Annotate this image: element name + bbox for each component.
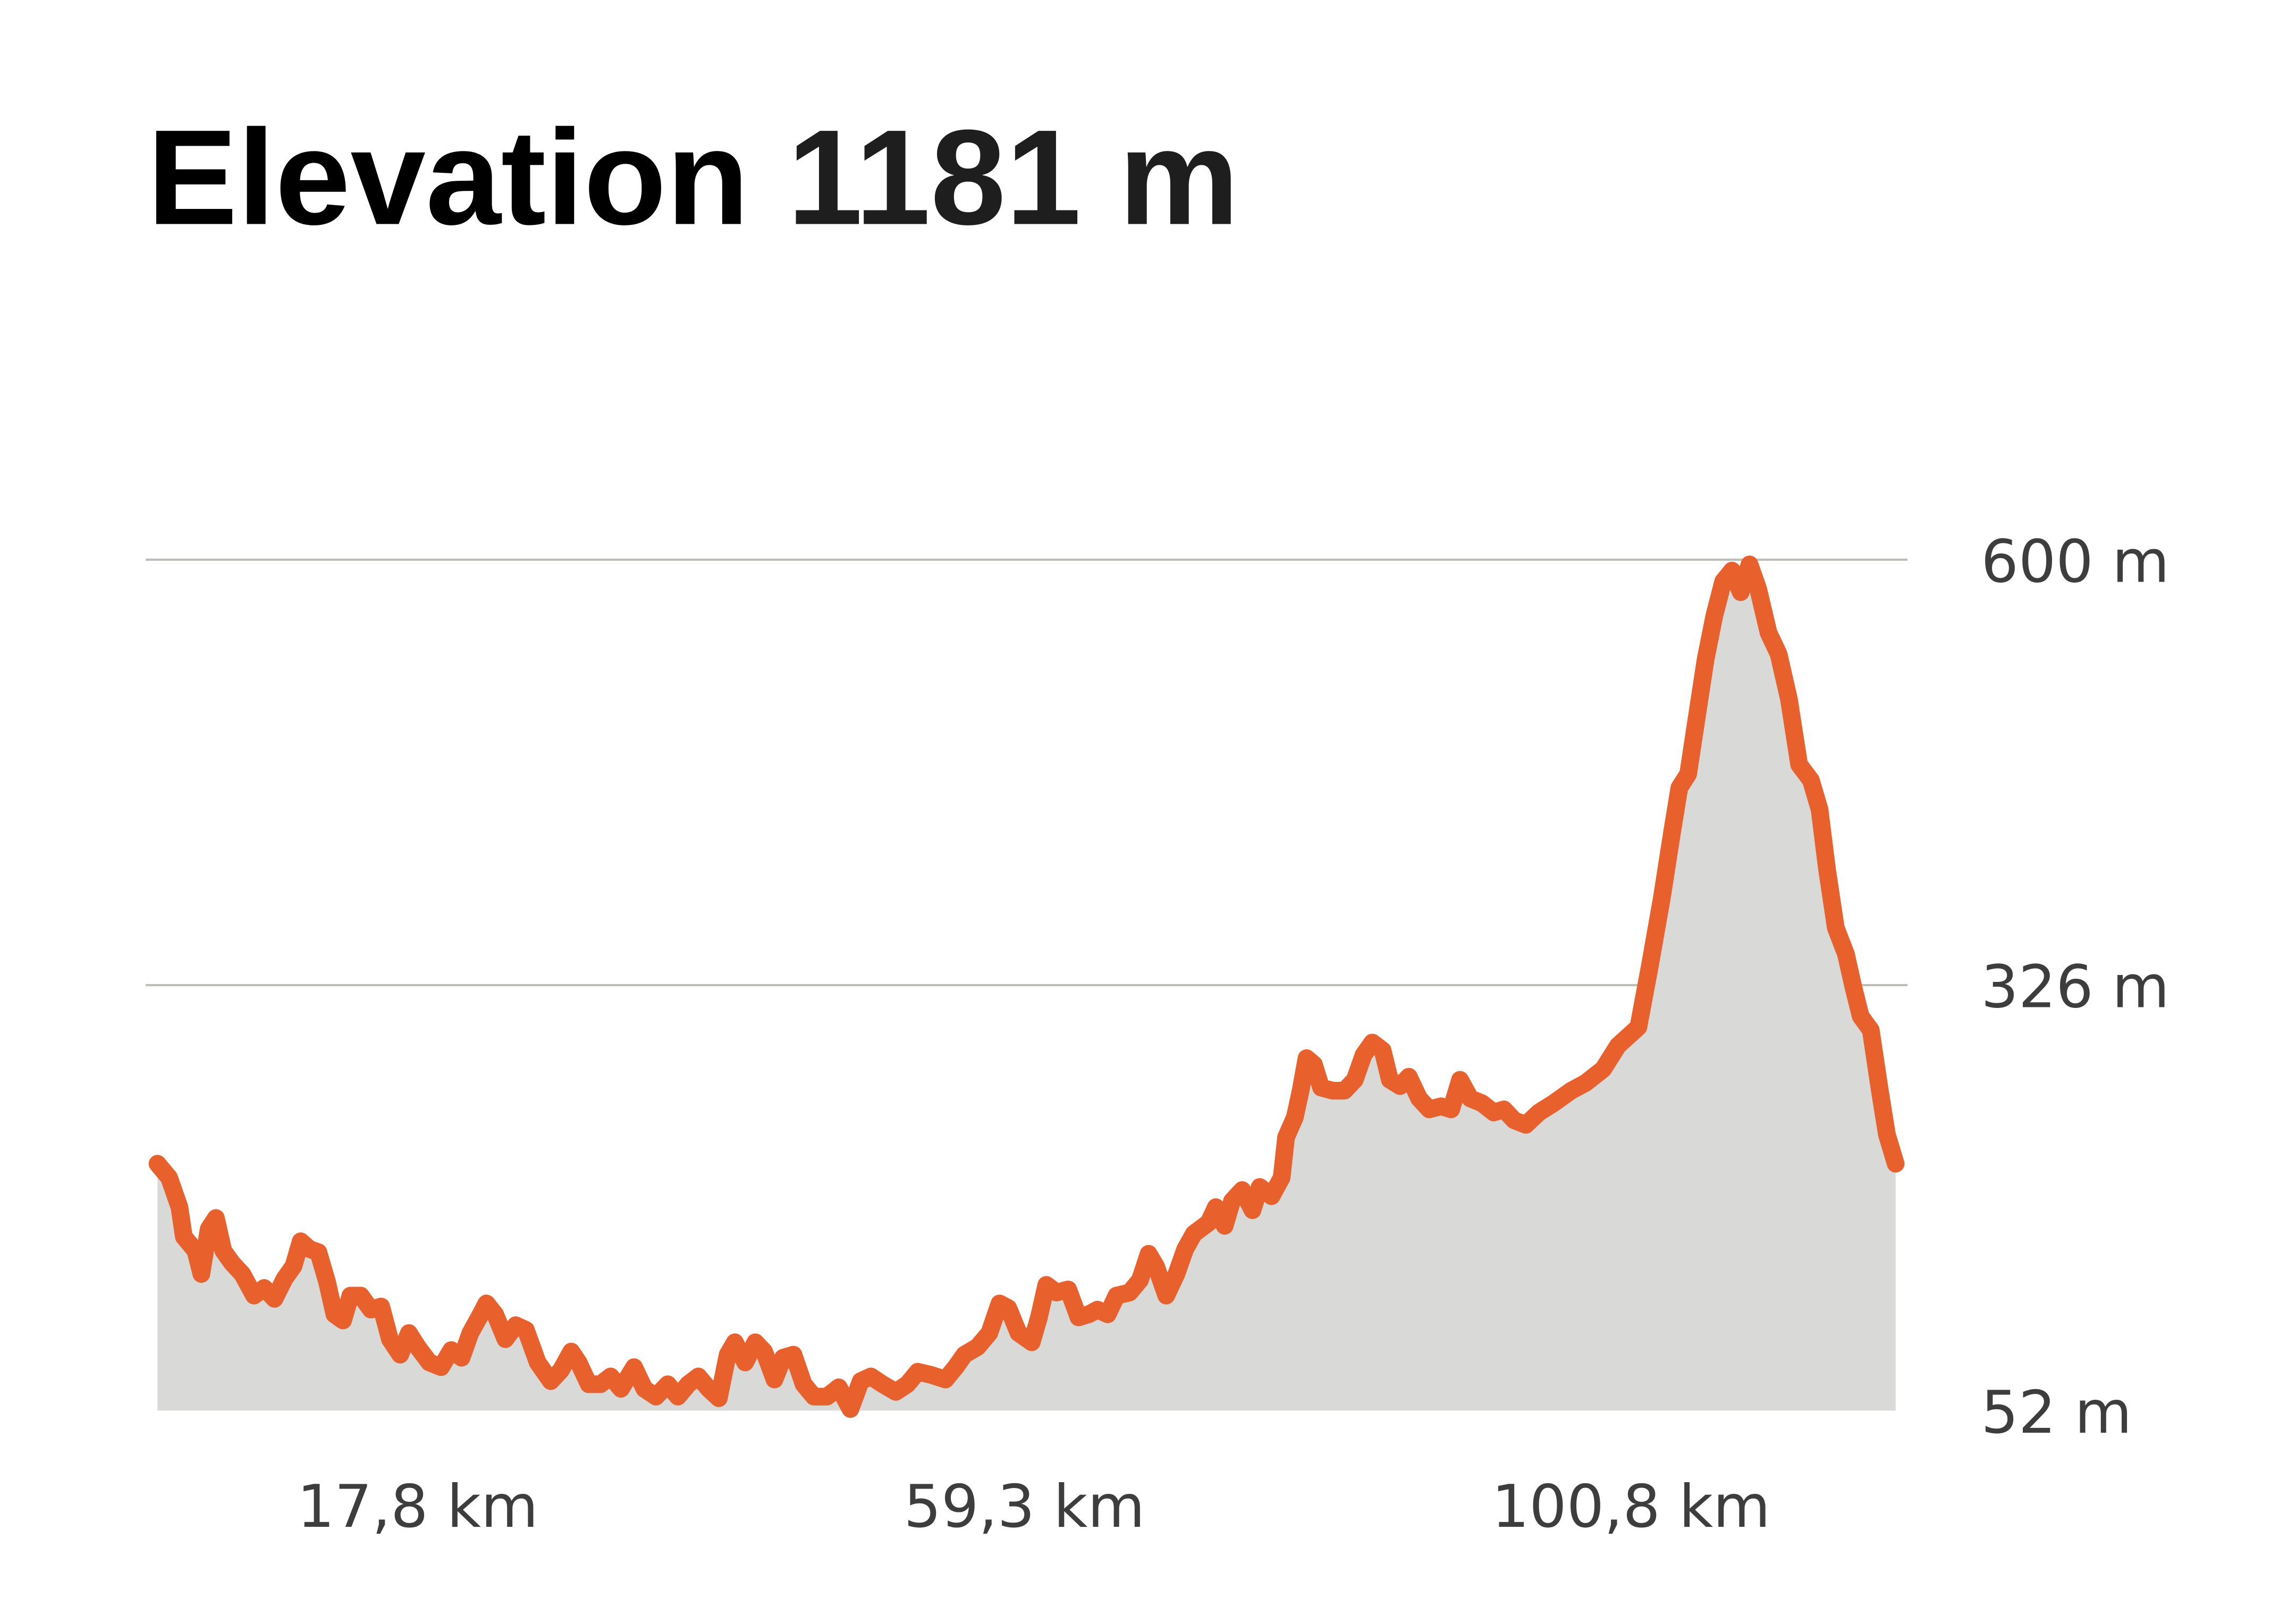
y-tick-label: 326 m xyxy=(1981,953,2169,1022)
title-label: Elevation xyxy=(147,101,749,253)
x-tick-label: 17,8 km xyxy=(297,1473,538,1541)
total-elevation-value: 1181 m xyxy=(788,101,1239,253)
x-tick-label: 59,3 km xyxy=(904,1473,1145,1541)
gridlines xyxy=(146,558,1907,987)
y-axis-labels: 600 m 326 m 52 m xyxy=(1981,527,2169,1447)
elevation-line xyxy=(148,556,1905,1418)
y-tick-label: 600 m xyxy=(1981,527,2169,596)
x-tick-label: 100,8 km xyxy=(1492,1473,1770,1541)
elevation-area-fill xyxy=(157,564,1896,1411)
x-axis-labels: 17,8 km 59,3 km 100,8 km xyxy=(297,1473,1770,1541)
y-tick-label: 52 m xyxy=(1981,1378,2132,1447)
chart-title: Elevation 1181 m xyxy=(147,101,1239,253)
